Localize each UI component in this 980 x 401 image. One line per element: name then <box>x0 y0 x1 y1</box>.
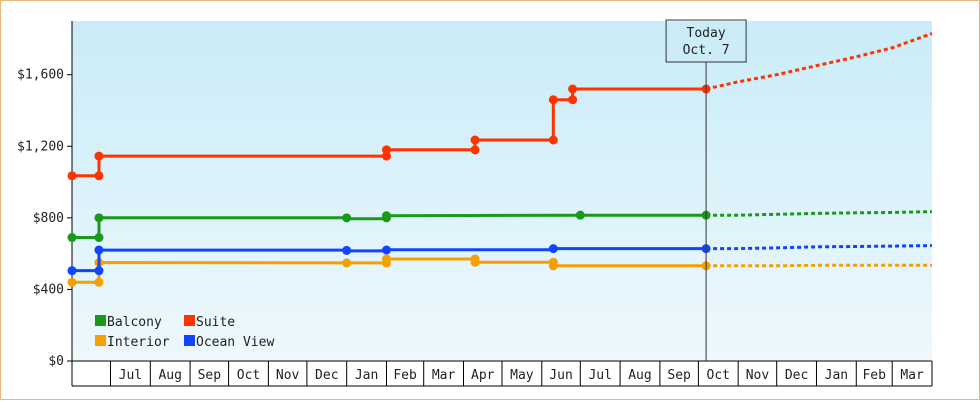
x-tick-label: Jul <box>119 368 142 383</box>
data-point-suite <box>568 84 578 94</box>
today-label: Today <box>687 26 726 41</box>
x-tick-label: Feb <box>862 368 886 383</box>
data-point-ocean-view <box>548 244 558 254</box>
legend-label-balcony: Balcony <box>107 315 162 330</box>
x-tick-label: Dec <box>785 368 808 383</box>
data-point-suite <box>94 171 104 181</box>
x-tick-label: Apr <box>471 368 495 383</box>
y-axis: $0 $400 $800 $1,200 $1,600 <box>17 21 73 369</box>
data-point-suite <box>381 151 391 161</box>
data-point-interior <box>94 277 104 287</box>
data-point-suite <box>548 135 558 145</box>
x-tick-label: Mar <box>900 368 924 383</box>
data-point-suite <box>67 171 77 181</box>
x-tick-label: Sep <box>198 368 222 383</box>
y-tick-label: $800 <box>33 211 64 226</box>
legend-label-ocean-view: Ocean View <box>196 335 274 350</box>
today-callout-box <box>665 19 747 63</box>
series-forecast-suite <box>705 32 933 91</box>
data-point-ocean-view <box>342 245 352 255</box>
data-point-balcony <box>94 213 104 223</box>
x-tick-label: Sep <box>667 368 691 383</box>
data-point-balcony <box>342 213 352 223</box>
legend-label-interior: Interior <box>107 335 170 350</box>
legend-swatch-balcony <box>95 315 106 326</box>
data-point-suite <box>470 135 480 145</box>
legend-swatch-suite <box>184 315 195 326</box>
x-tick-label: Jan <box>355 368 378 383</box>
series-layer <box>67 32 933 287</box>
x-tick-label: May <box>510 368 534 383</box>
today-date: Oct. 7 <box>683 43 730 58</box>
data-point-interior <box>342 258 352 268</box>
plot-background <box>72 21 932 361</box>
x-tick-label: Jun <box>549 368 572 383</box>
data-point-balcony <box>94 233 104 243</box>
y-tick-label: $400 <box>33 282 64 297</box>
legend-swatch-interior <box>95 335 106 346</box>
data-point-ocean-view <box>94 245 104 255</box>
y-tick-label: $0 <box>48 354 64 369</box>
today-marker: Today Oct. 7 <box>665 19 747 361</box>
data-point-suite <box>381 145 391 155</box>
x-axis: Jul Aug Sep Oct Nov Dec Jan Feb Mar Apr May Jun Jul A… <box>71 360 933 387</box>
data-point-suite <box>94 151 104 161</box>
data-point-ocean-view <box>381 245 391 255</box>
x-tick-label: Nov <box>276 368 300 383</box>
x-tick-label: Aug <box>628 368 651 383</box>
x-tick-label: Oct <box>237 368 260 383</box>
data-point-suite <box>568 95 578 105</box>
data-point-balcony <box>381 211 391 221</box>
data-point-interior <box>548 261 558 271</box>
x-tick-label: Jan <box>825 368 848 383</box>
x-tick-label: Oct <box>707 368 730 383</box>
x-tick-label: Jul <box>588 368 611 383</box>
x-tick-label: Feb <box>393 368 417 383</box>
y-tick-label: $1,600 <box>17 68 64 83</box>
data-point-ocean-view <box>94 266 104 276</box>
x-tick-label: Nov <box>746 368 770 383</box>
data-point-balcony <box>67 233 77 243</box>
y-tick-label: $1,200 <box>17 139 64 154</box>
data-point-interior <box>67 277 77 287</box>
data-point-suite <box>470 145 480 155</box>
data-point-suite <box>548 95 558 105</box>
legend-swatch-ocean-view <box>184 335 195 346</box>
data-point-balcony <box>575 210 585 220</box>
legend: Balcony Suite Interior Ocean View <box>95 315 274 350</box>
data-point-ocean-view <box>67 266 77 276</box>
x-tick-label: Dec <box>315 368 338 383</box>
legend-label-suite: Suite <box>196 315 235 330</box>
x-tick-label: Aug <box>158 368 181 383</box>
data-point-interior <box>470 257 480 267</box>
data-point-interior <box>381 254 391 264</box>
x-tick-label: Mar <box>432 368 456 383</box>
